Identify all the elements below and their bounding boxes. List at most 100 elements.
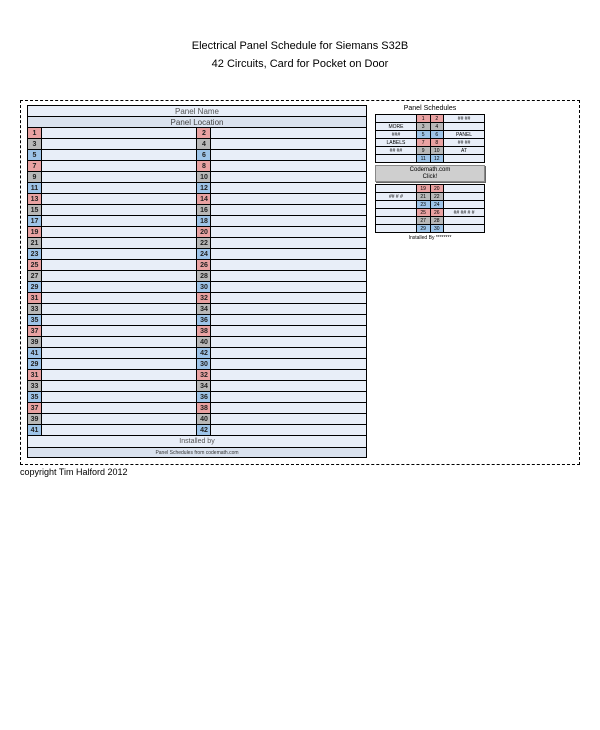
table-footer: Panel Schedules from codemath.com	[28, 448, 367, 458]
panel-location-header: Panel Location	[28, 117, 367, 128]
circuit-num-left: 33	[28, 304, 42, 315]
circuit-num-right: 6	[197, 150, 211, 161]
mini-num-left: 7	[416, 139, 430, 147]
installed-by-row: Installed by	[28, 436, 367, 448]
circuit-label-left	[41, 161, 197, 172]
circuit-num-right: 36	[197, 315, 211, 326]
codemath-button[interactable]: Codemath.com Click!	[375, 165, 485, 182]
circuit-num-left: 31	[28, 293, 42, 304]
mini-num-left: 1	[416, 115, 430, 123]
circuit-row: 1314	[28, 194, 367, 205]
circuit-row: 1920	[28, 227, 367, 238]
mini-num-left: 21	[416, 193, 430, 201]
circuit-num-left: 37	[28, 403, 42, 414]
mini-num-right: 4	[430, 123, 444, 131]
mini-label-right: ## ##	[444, 139, 485, 147]
circuit-label-left	[41, 227, 197, 238]
circuit-num-right: 2	[197, 128, 211, 139]
circuit-label-right	[211, 128, 367, 139]
mini-row: ###56PANEL	[376, 131, 485, 139]
mini-num-left: 29	[416, 225, 430, 233]
mini-num-left: 25	[416, 209, 430, 217]
circuit-label-right	[211, 282, 367, 293]
circuit-num-right: 40	[197, 337, 211, 348]
circuit-num-right: 34	[197, 304, 211, 315]
mini-num-right: 6	[430, 131, 444, 139]
circuit-label-left	[41, 414, 197, 425]
circuit-label-left	[41, 150, 197, 161]
circuit-num-right: 10	[197, 172, 211, 183]
circuit-label-left	[41, 183, 197, 194]
circuit-label-left	[41, 282, 197, 293]
mini-row: 2930	[376, 225, 485, 233]
circuit-label-left	[41, 172, 197, 183]
circuit-num-right: 42	[197, 425, 211, 436]
mini-label-right	[444, 123, 485, 131]
sidebar-title: Panel Schedules	[375, 105, 485, 112]
circuit-num-left: 23	[28, 249, 42, 260]
mini-row: 12## ##	[376, 115, 485, 123]
circuit-num-right: 40	[197, 414, 211, 425]
circuit-row: 1516	[28, 205, 367, 216]
mini-table-bottom: 1920## # #212223242526## ## # #27282930	[375, 184, 485, 233]
circuit-num-right: 32	[197, 370, 211, 381]
mini-row: 1920	[376, 185, 485, 193]
circuit-label-right	[211, 337, 367, 348]
mini-label-left	[376, 201, 417, 209]
circuit-row: 2930	[28, 359, 367, 370]
circuit-label-left	[41, 359, 197, 370]
circuit-num-right: 12	[197, 183, 211, 194]
circuit-label-left	[41, 293, 197, 304]
circuit-label-right	[211, 315, 367, 326]
circuit-num-left: 27	[28, 271, 42, 282]
mini-num-right: 8	[430, 139, 444, 147]
circuit-num-left: 9	[28, 172, 42, 183]
main-panel-table: Panel Name Panel Location 12345678910111…	[27, 105, 367, 458]
mini-num-right: 2	[430, 115, 444, 123]
circuit-label-left	[41, 194, 197, 205]
mini-label-left: ## # #	[376, 193, 417, 201]
circuit-label-left	[41, 216, 197, 227]
circuit-num-left: 21	[28, 238, 42, 249]
mini-label-left	[376, 225, 417, 233]
mini-num-right: 12	[430, 155, 444, 163]
codemath-button-line2: Click!	[378, 174, 482, 181]
sidebar-installed-by: Installed By ********	[375, 235, 485, 241]
circuit-row: 2930	[28, 282, 367, 293]
circuit-label-left	[41, 205, 197, 216]
mini-label-left: ###	[376, 131, 417, 139]
mini-table-top: 12## ##MORE34###56PANELLABELS78## #### #…	[375, 114, 485, 163]
mini-num-left: 11	[416, 155, 430, 163]
circuit-num-right: 4	[197, 139, 211, 150]
circuit-row: 78	[28, 161, 367, 172]
circuit-label-left	[41, 337, 197, 348]
circuit-num-left: 41	[28, 425, 42, 436]
circuit-num-left: 11	[28, 183, 42, 194]
circuit-label-right	[211, 172, 367, 183]
mini-label-right: ## ## # #	[444, 209, 485, 217]
mini-label-right	[444, 193, 485, 201]
circuit-row: 3536	[28, 315, 367, 326]
circuit-num-left: 15	[28, 205, 42, 216]
mini-num-left: 27	[416, 217, 430, 225]
circuit-row: 3132	[28, 370, 367, 381]
circuit-num-left: 5	[28, 150, 42, 161]
circuit-num-left: 7	[28, 161, 42, 172]
circuit-label-right	[211, 425, 367, 436]
circuit-row: 4142	[28, 348, 367, 359]
mini-label-right	[444, 201, 485, 209]
mini-label-left	[376, 209, 417, 217]
title-line-1: Electrical Panel Schedule for Siemans S3…	[20, 40, 580, 52]
circuit-num-right: 8	[197, 161, 211, 172]
mini-num-right: 22	[430, 193, 444, 201]
mini-label-right: PANEL	[444, 131, 485, 139]
mini-label-left	[376, 185, 417, 193]
circuit-label-right	[211, 139, 367, 150]
circuit-label-left	[41, 381, 197, 392]
codemath-button-line1: Codemath.com	[378, 167, 482, 174]
circuit-label-right	[211, 227, 367, 238]
mini-label-left	[376, 217, 417, 225]
mini-num-right: 10	[430, 147, 444, 155]
circuit-row: 3334	[28, 381, 367, 392]
circuit-label-left	[41, 370, 197, 381]
